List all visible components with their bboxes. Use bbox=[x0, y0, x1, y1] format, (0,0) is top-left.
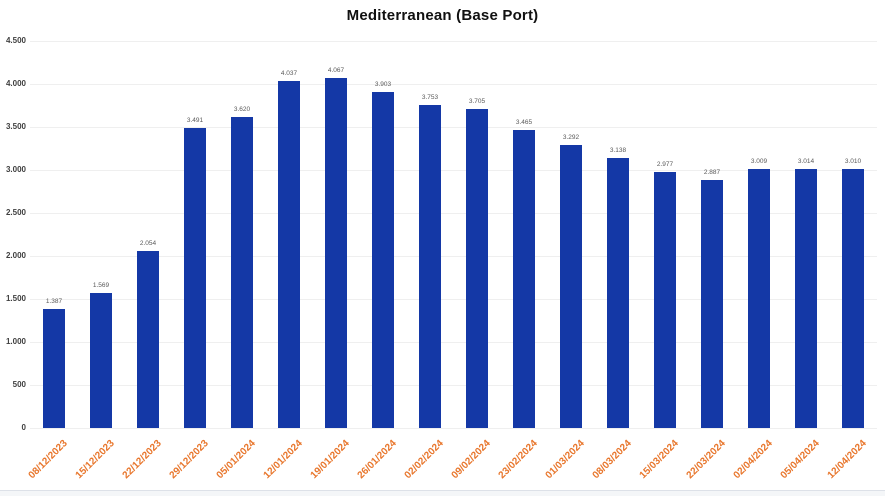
bar-value-label: 2.887 bbox=[703, 169, 721, 176]
bar-value-label: 1.387 bbox=[45, 298, 63, 305]
bar bbox=[654, 172, 676, 428]
gridline bbox=[30, 84, 877, 85]
bottom-strip bbox=[0, 491, 885, 496]
bar-value-label: 3.620 bbox=[233, 106, 251, 113]
gridline bbox=[30, 127, 877, 128]
bar bbox=[372, 92, 394, 428]
bar-value-label: 3.753 bbox=[421, 94, 439, 101]
bar bbox=[560, 145, 582, 428]
gridline bbox=[30, 428, 877, 429]
bar bbox=[43, 309, 65, 428]
gridline bbox=[30, 213, 877, 214]
bar-value-label: 2.977 bbox=[656, 161, 674, 168]
y-axis-tick-label: 0 bbox=[21, 423, 26, 432]
bar bbox=[325, 78, 347, 428]
gridline bbox=[30, 170, 877, 171]
gridline bbox=[30, 41, 877, 42]
gridline bbox=[30, 256, 877, 257]
bar bbox=[278, 81, 300, 428]
chart-title: Mediterranean (Base Port) bbox=[346, 7, 539, 24]
bar bbox=[137, 251, 159, 428]
bar bbox=[748, 169, 770, 428]
bar bbox=[90, 293, 112, 428]
gridline bbox=[30, 299, 877, 300]
bar-value-label: 3.138 bbox=[609, 147, 627, 154]
bar bbox=[419, 105, 441, 428]
y-axis-tick-label: 3.500 bbox=[5, 122, 26, 131]
bar bbox=[842, 169, 864, 428]
bar-value-label: 3.491 bbox=[186, 117, 204, 124]
bar-value-label: 1.569 bbox=[92, 282, 110, 289]
bottom-divider bbox=[0, 490, 885, 491]
y-axis-tick-label: 1.000 bbox=[5, 337, 26, 346]
bar-value-label: 3.009 bbox=[750, 158, 768, 165]
bar bbox=[607, 158, 629, 428]
bar-value-label: 3.010 bbox=[844, 158, 862, 165]
bar bbox=[466, 109, 488, 428]
bar bbox=[513, 130, 535, 428]
bar-value-label: 3.292 bbox=[562, 134, 580, 141]
y-axis-tick-label: 2.500 bbox=[5, 208, 26, 217]
bar bbox=[795, 169, 817, 428]
bar-value-label: 3.014 bbox=[797, 158, 815, 165]
bar-value-label: 3.465 bbox=[515, 119, 533, 126]
y-axis-tick-label: 4.500 bbox=[5, 36, 26, 45]
bar-value-label: 3.903 bbox=[374, 81, 392, 88]
y-axis-tick-label: 2.000 bbox=[5, 251, 26, 260]
y-axis-tick-label: 1.500 bbox=[5, 294, 26, 303]
gridline bbox=[30, 342, 877, 343]
bar-value-label: 2.054 bbox=[139, 240, 157, 247]
gridline bbox=[30, 385, 877, 386]
y-axis-tick-label: 4.000 bbox=[5, 79, 26, 88]
bar bbox=[701, 180, 723, 428]
bar bbox=[231, 117, 253, 428]
bar-value-label: 4.037 bbox=[280, 70, 298, 77]
y-axis-tick-label: 3.000 bbox=[5, 165, 26, 174]
y-axis-tick-label: 500 bbox=[12, 380, 26, 389]
bar-value-label: 3.705 bbox=[468, 98, 486, 105]
bar bbox=[184, 128, 206, 428]
bar-value-label: 4.067 bbox=[327, 67, 345, 74]
